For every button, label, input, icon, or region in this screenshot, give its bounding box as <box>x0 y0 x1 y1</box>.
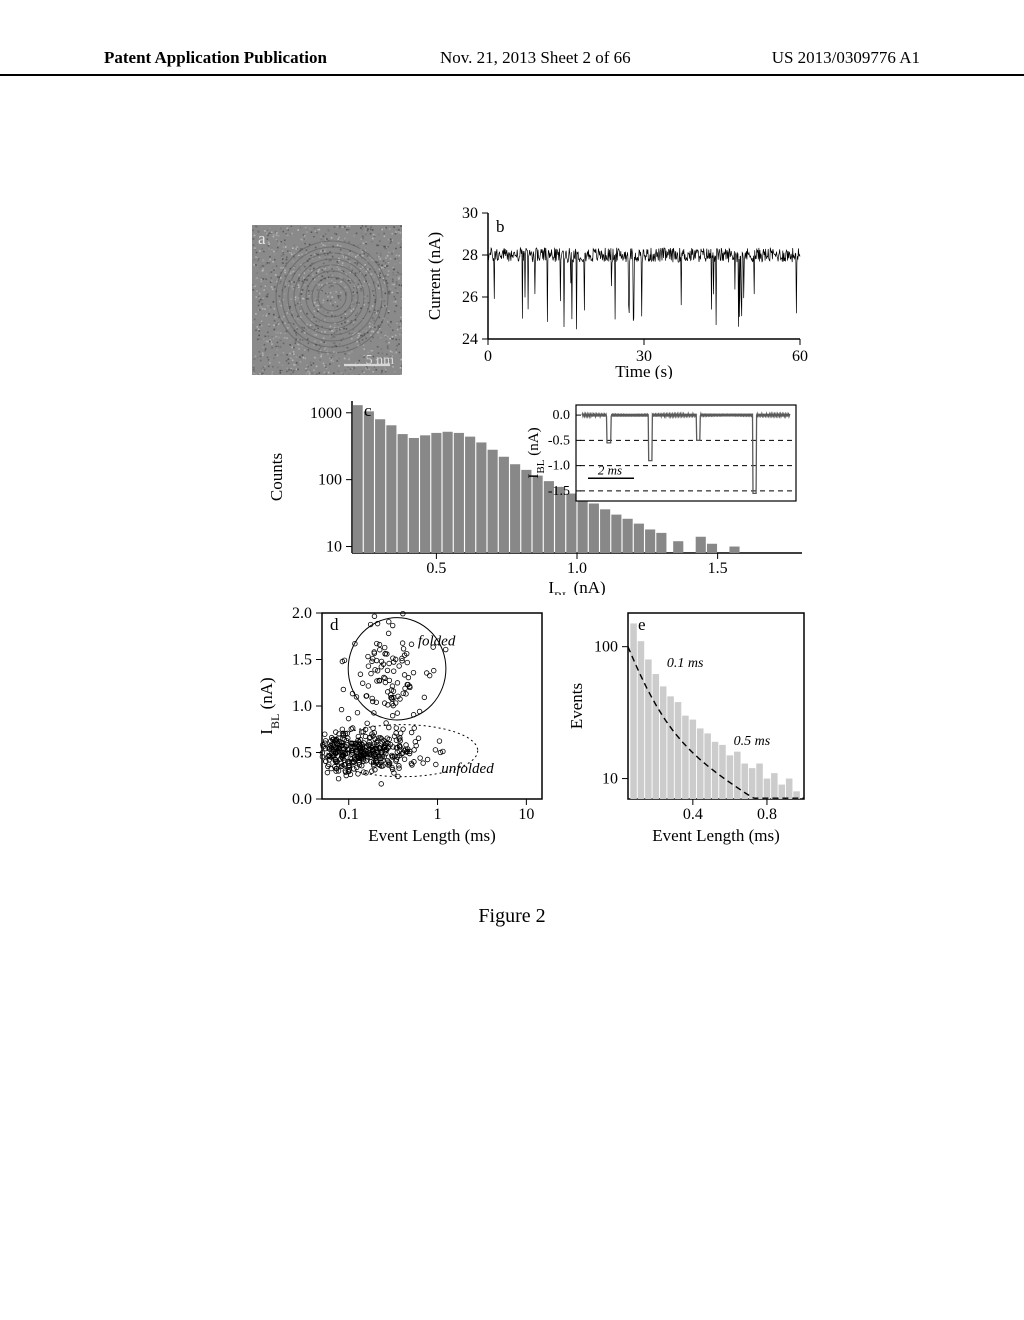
panel-a: a 5 nm <box>252 225 402 375</box>
svg-text:0.5: 0.5 <box>292 745 312 762</box>
figure-caption: Figure 2 <box>0 905 1024 928</box>
svg-text:IBL (nA): IBL (nA) <box>548 578 605 595</box>
svg-text:1: 1 <box>434 806 442 823</box>
figure-2: a 5 nm 2426283003060Time (s)Current (nA)… <box>252 225 812 845</box>
page-header: Patent Application Publication Nov. 21, … <box>0 48 1024 76</box>
svg-text:0.5 ms: 0.5 ms <box>734 734 771 749</box>
svg-text:1.0: 1.0 <box>567 560 587 577</box>
svg-text:Events: Events <box>567 683 586 729</box>
svg-text:28: 28 <box>462 247 478 264</box>
panel-c: 10 100 1000 0.5 1.0 1.5 IBL (nA) Counts 0.0 -0.5 -… <box>252 395 812 595</box>
panel-e-letter: e <box>638 615 646 635</box>
svg-text:-1.0: -1.0 <box>548 459 570 474</box>
svg-text:-1.5: -1.5 <box>548 484 570 499</box>
svg-text:10: 10 <box>518 806 534 823</box>
svg-text:0.5: 0.5 <box>426 560 446 577</box>
header-pubno: US 2013/0309776 A1 <box>772 48 920 68</box>
svg-text:30: 30 <box>462 205 478 222</box>
svg-text:0.8: 0.8 <box>757 806 777 823</box>
svg-text:26: 26 <box>462 289 478 306</box>
svg-text:0.0: 0.0 <box>553 408 571 423</box>
svg-text:100: 100 <box>594 639 618 656</box>
svg-text:0: 0 <box>484 348 492 365</box>
header-date-sheet: Nov. 21, 2013 Sheet 2 of 66 <box>440 48 631 68</box>
ibl-histogram: 10 100 1000 0.5 1.0 1.5 IBL (nA) Counts 0.0 -0.5 -… <box>252 395 812 595</box>
svg-text:100: 100 <box>318 472 342 489</box>
header-publication: Patent Application Publication <box>104 48 327 68</box>
svg-text:2 ms: 2 ms <box>598 462 622 477</box>
svg-text:0.4: 0.4 <box>683 806 703 823</box>
panel-b: 2426283003060Time (s)Current (nA) b <box>422 199 812 379</box>
svg-text:10: 10 <box>326 539 342 556</box>
svg-text:Time (s): Time (s) <box>615 362 672 379</box>
events-histogram: 10 100 0.4 0.8 Event Length (ms) Events 0.1 ms… <box>562 605 812 845</box>
svg-text:0.1 ms: 0.1 ms <box>667 656 704 671</box>
current-trace-chart: 2426283003060Time (s)Current (nA) <box>422 199 812 379</box>
panel-d-letter: d <box>330 615 339 635</box>
svg-text:2.0: 2.0 <box>292 605 312 622</box>
svg-text:Event Length (ms): Event Length (ms) <box>368 826 495 845</box>
svg-text:-0.5: -0.5 <box>548 433 570 448</box>
panel-e: 10 100 0.4 0.8 Event Length (ms) Events 0.1 ms… <box>562 605 812 845</box>
panel-d: 0.0 0.5 1.0 1.5 2.0 0.1 1 10 Event Length (ms) IB… <box>252 605 552 845</box>
svg-text:0.1: 0.1 <box>339 806 359 823</box>
svg-text:60: 60 <box>792 348 808 365</box>
panel-b-letter: b <box>496 217 505 237</box>
svg-text:1.5: 1.5 <box>292 652 312 669</box>
svg-text:unfolded: unfolded <box>441 761 494 777</box>
panel-c-letter: c <box>364 401 372 421</box>
svg-text:folded: folded <box>418 634 456 650</box>
svg-text:Event Length (ms): Event Length (ms) <box>652 826 779 845</box>
panel-a-letter: a <box>258 229 266 249</box>
svg-text:1.5: 1.5 <box>708 560 728 577</box>
svg-text:24: 24 <box>462 331 478 348</box>
scalebar-label: 5 nm <box>366 353 394 369</box>
scatter-chart: 0.0 0.5 1.0 1.5 2.0 0.1 1 10 Event Length (ms) IB… <box>252 605 552 845</box>
svg-text:Current (nA): Current (nA) <box>425 232 444 320</box>
svg-text:1000: 1000 <box>310 405 342 422</box>
svg-text:0.0: 0.0 <box>292 791 312 808</box>
svg-text:Counts: Counts <box>267 453 286 501</box>
svg-text:IBL (nA): IBL (nA) <box>257 677 282 734</box>
svg-text:1.0: 1.0 <box>292 698 312 715</box>
svg-text:10: 10 <box>602 771 618 788</box>
